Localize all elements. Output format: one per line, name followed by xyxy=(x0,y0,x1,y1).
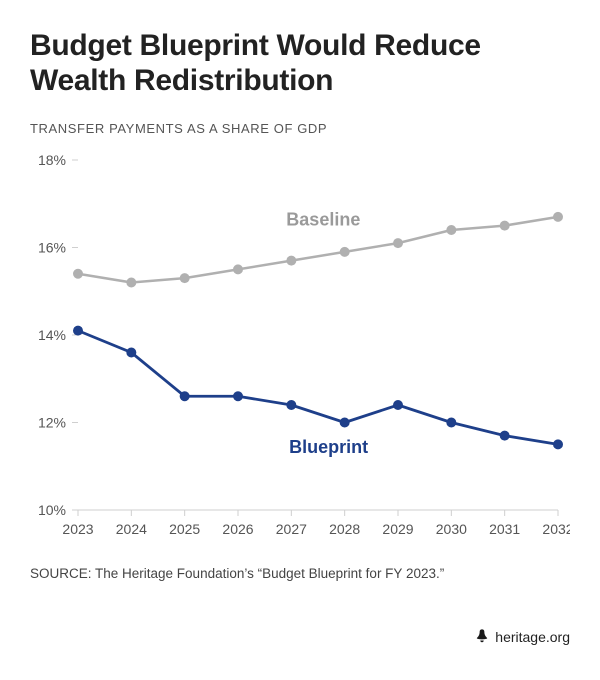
series-label-blueprint: Blueprint xyxy=(289,437,368,457)
svg-text:2032: 2032 xyxy=(542,521,570,537)
svg-text:10%: 10% xyxy=(38,502,66,518)
svg-text:18%: 18% xyxy=(38,152,66,168)
svg-text:16%: 16% xyxy=(38,239,66,255)
brand-text: heritage.org xyxy=(495,629,570,645)
svg-text:2023: 2023 xyxy=(62,521,93,537)
bell-icon xyxy=(475,628,489,646)
svg-text:2025: 2025 xyxy=(169,521,200,537)
svg-text:2031: 2031 xyxy=(489,521,520,537)
svg-text:12%: 12% xyxy=(38,414,66,430)
line-chart: 10% 12% 14% 16% 18% 2023 2024 2025 2026 2027 2028 2… xyxy=(30,146,570,546)
chart-title: Budget Blueprint Would Reduce Wealth Red… xyxy=(30,28,570,99)
svg-text:2024: 2024 xyxy=(116,521,147,537)
chart-subtitle: TRANSFER PAYMENTS AS A SHARE OF GDP xyxy=(30,121,570,136)
svg-text:2028: 2028 xyxy=(329,521,360,537)
brand-footer: heritage.org xyxy=(475,628,570,646)
svg-text:2027: 2027 xyxy=(276,521,307,537)
chart-area: 10% 12% 14% 16% 18% 2023 2024 2025 2026 2027 2028 2… xyxy=(30,146,570,546)
svg-text:2026: 2026 xyxy=(222,521,253,537)
svg-text:2030: 2030 xyxy=(436,521,467,537)
svg-text:2029: 2029 xyxy=(382,521,413,537)
svg-text:14%: 14% xyxy=(38,327,66,343)
source-line: SOURCE: The Heritage Foundation’s “Budge… xyxy=(30,566,570,581)
series-label-baseline: Baseline xyxy=(286,209,360,229)
